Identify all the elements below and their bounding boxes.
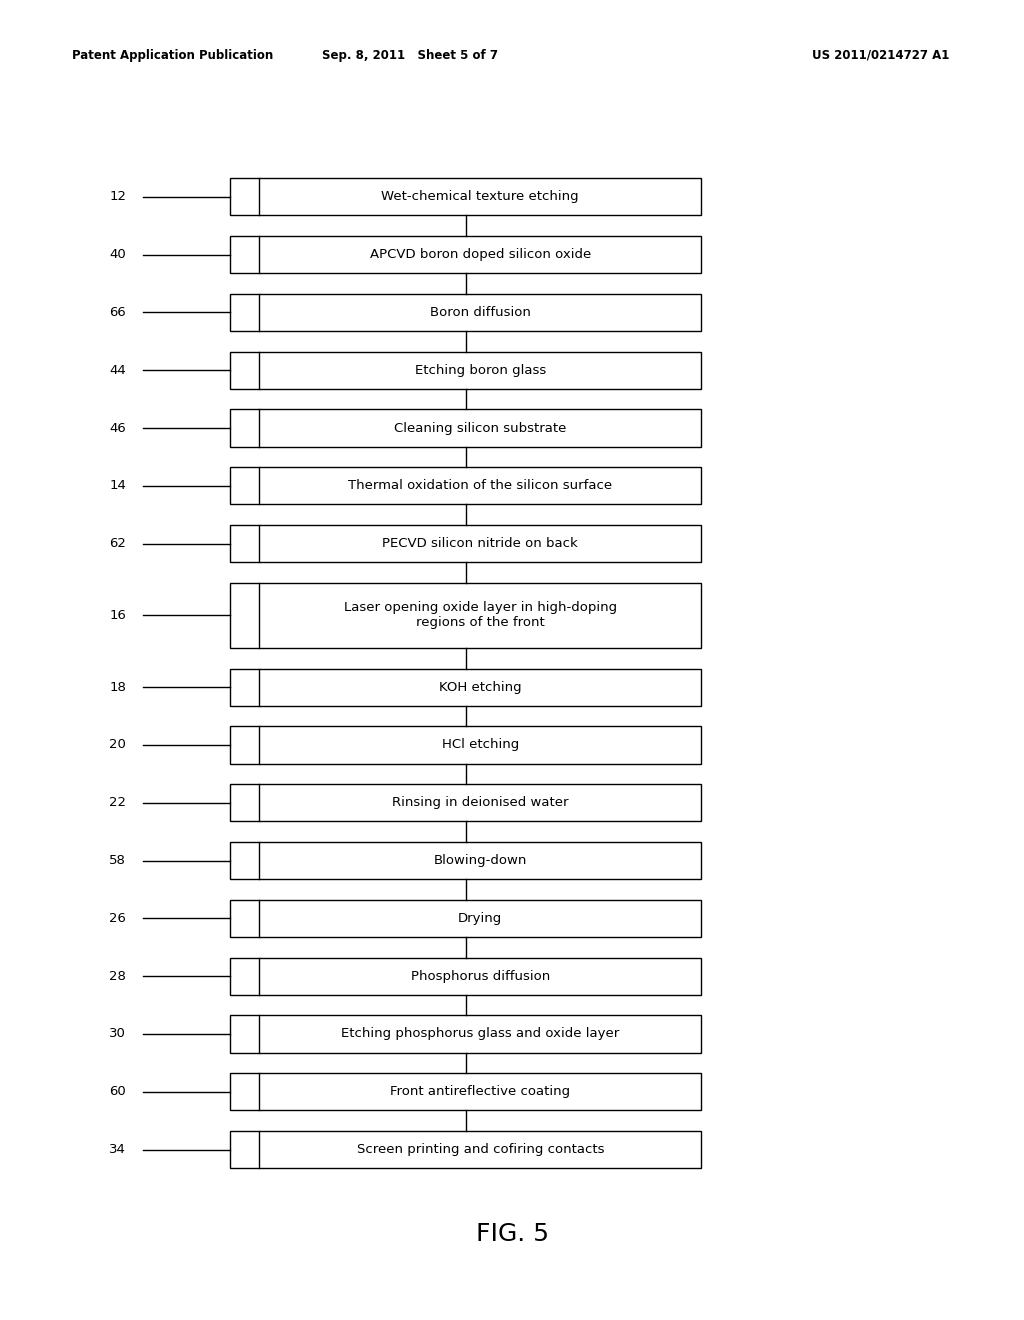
- Text: Sep. 8, 2011   Sheet 5 of 7: Sep. 8, 2011 Sheet 5 of 7: [322, 49, 498, 62]
- Bar: [230, 842, 701, 879]
- Text: Phosphorus diffusion: Phosphorus diffusion: [411, 970, 550, 982]
- Text: Cleaning silicon substrate: Cleaning silicon substrate: [394, 421, 566, 434]
- Text: Drying: Drying: [458, 912, 503, 925]
- Text: PECVD silicon nitride on back: PECVD silicon nitride on back: [382, 537, 579, 550]
- Bar: [230, 957, 701, 995]
- Text: 34: 34: [110, 1143, 126, 1156]
- Text: US 2011/0214727 A1: US 2011/0214727 A1: [812, 49, 949, 62]
- Text: Wet-chemical texture etching: Wet-chemical texture etching: [382, 190, 579, 203]
- Text: 14: 14: [110, 479, 126, 492]
- Text: 28: 28: [110, 970, 126, 982]
- Bar: [230, 467, 701, 504]
- Text: APCVD boron doped silicon oxide: APCVD boron doped silicon oxide: [370, 248, 591, 261]
- Text: 20: 20: [110, 738, 126, 751]
- Text: 30: 30: [110, 1027, 126, 1040]
- Bar: [230, 784, 701, 821]
- Text: Patent Application Publication: Patent Application Publication: [72, 49, 273, 62]
- Text: HCl etching: HCl etching: [441, 738, 519, 751]
- Bar: [230, 236, 701, 273]
- Text: Etching boron glass: Etching boron glass: [415, 364, 546, 376]
- Bar: [230, 668, 701, 706]
- Bar: [230, 1131, 701, 1168]
- Text: Etching phosphorus glass and oxide layer: Etching phosphorus glass and oxide layer: [341, 1027, 620, 1040]
- Text: 26: 26: [110, 912, 126, 925]
- Text: Laser opening oxide layer in high-doping
regions of the front: Laser opening oxide layer in high-doping…: [344, 602, 616, 630]
- Text: 16: 16: [110, 609, 126, 622]
- Text: Thermal oxidation of the silicon surface: Thermal oxidation of the silicon surface: [348, 479, 612, 492]
- Text: 12: 12: [110, 190, 126, 203]
- Bar: [230, 525, 701, 562]
- Bar: [230, 726, 701, 764]
- Text: 44: 44: [110, 364, 126, 376]
- Text: KOH etching: KOH etching: [439, 681, 521, 694]
- Text: Screen printing and cofiring contacts: Screen printing and cofiring contacts: [356, 1143, 604, 1156]
- Bar: [230, 900, 701, 937]
- Text: 66: 66: [110, 306, 126, 319]
- Bar: [230, 409, 701, 446]
- Bar: [230, 178, 701, 215]
- Bar: [230, 351, 701, 389]
- Text: Blowing-down: Blowing-down: [433, 854, 527, 867]
- Text: 22: 22: [110, 796, 126, 809]
- Text: 40: 40: [110, 248, 126, 261]
- Text: 62: 62: [110, 537, 126, 550]
- Text: 60: 60: [110, 1085, 126, 1098]
- Bar: [230, 1073, 701, 1110]
- Bar: [230, 1015, 701, 1052]
- Text: Front antireflective coating: Front antireflective coating: [390, 1085, 570, 1098]
- Text: 58: 58: [110, 854, 126, 867]
- Text: FIG. 5: FIG. 5: [475, 1222, 549, 1246]
- Text: 46: 46: [110, 421, 126, 434]
- Bar: [230, 294, 701, 331]
- Bar: [230, 582, 701, 648]
- Text: Boron diffusion: Boron diffusion: [430, 306, 530, 319]
- Text: 18: 18: [110, 681, 126, 694]
- Text: Rinsing in deionised water: Rinsing in deionised water: [392, 796, 568, 809]
